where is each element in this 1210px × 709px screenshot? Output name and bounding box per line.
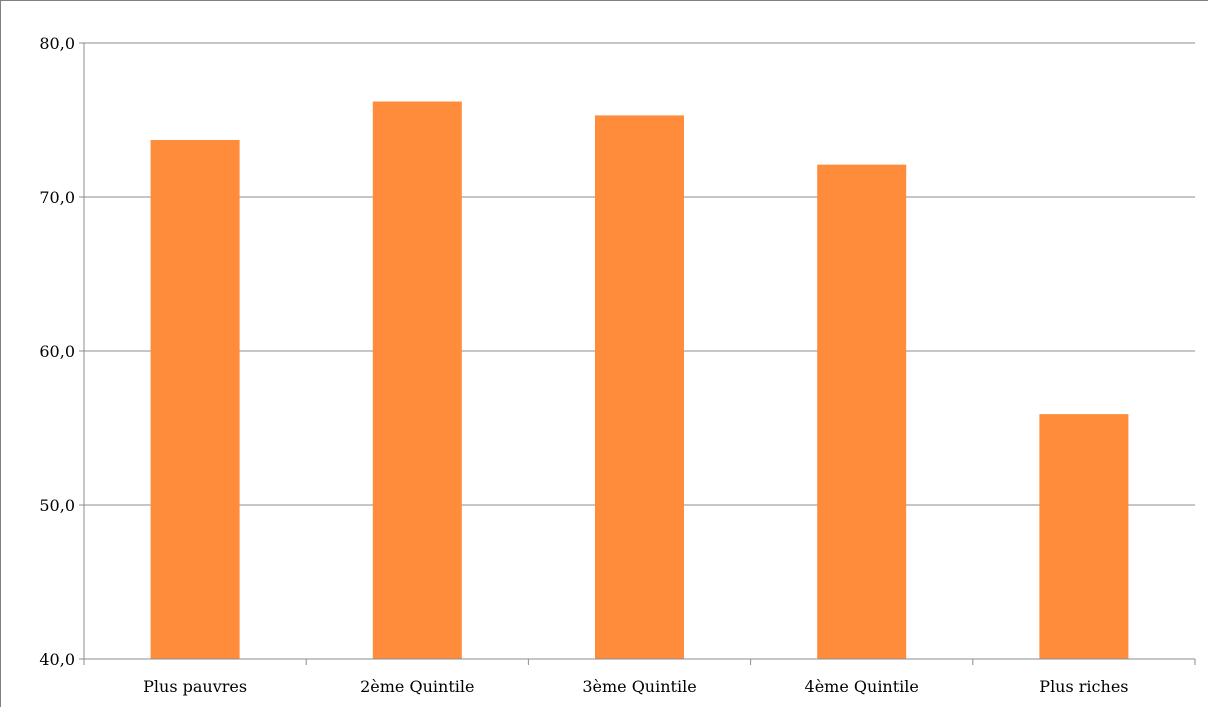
y-tick-label: 40,0 <box>39 650 75 669</box>
x-category-label: Plus pauvres <box>143 677 247 696</box>
bars <box>150 101 1129 659</box>
x-category-label: 4ème Quintile <box>805 677 919 696</box>
bar <box>150 140 240 659</box>
x-category-label: 3ème Quintile <box>582 677 696 696</box>
x-category-label: 2ème Quintile <box>360 677 474 696</box>
x-category-label: Plus riches <box>1039 677 1128 696</box>
x-category-labels: Plus pauvres 2ème Quintile 3ème Quintile 4è… <box>143 677 1128 696</box>
bar <box>817 164 907 659</box>
bar <box>372 101 462 659</box>
y-tick-labels: 40,0 50,0 60,0 70,0 80,0 <box>39 34 75 669</box>
y-tick-label: 50,0 <box>39 496 75 515</box>
axes <box>79 42 1196 665</box>
bar <box>595 115 684 659</box>
y-tick-label: 80,0 <box>39 34 75 53</box>
y-tick-label: 70,0 <box>39 188 75 207</box>
bar <box>1039 414 1129 659</box>
y-tick-label: 60,0 <box>39 342 75 361</box>
